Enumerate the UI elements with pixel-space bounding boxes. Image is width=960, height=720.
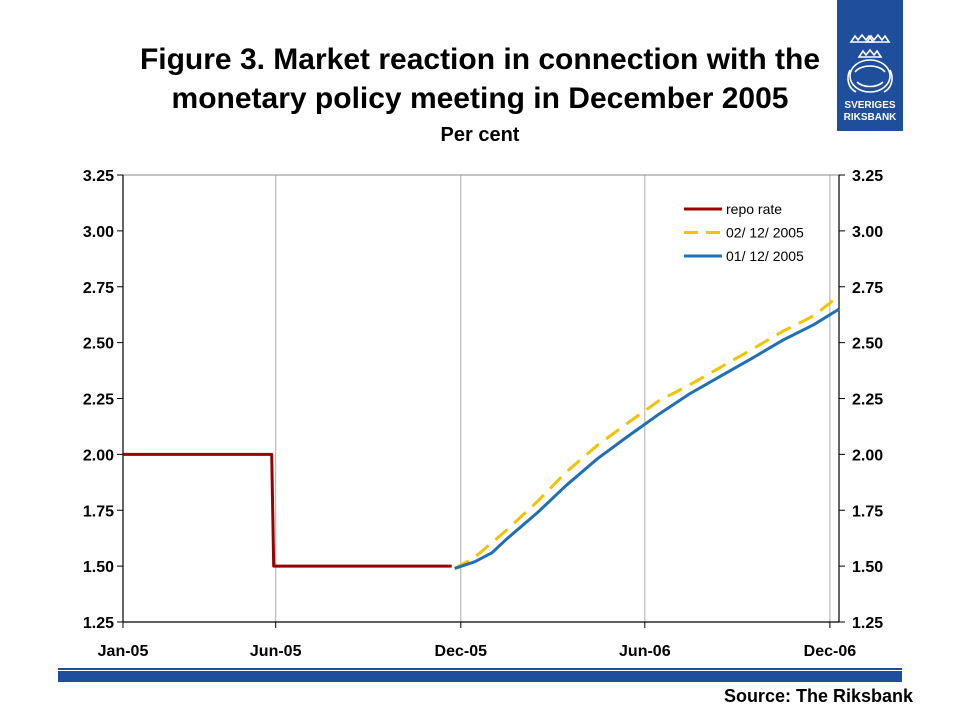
y-tick-label-left: 2.50 xyxy=(83,336,114,353)
y-tick-label-right: 2.75 xyxy=(852,280,883,297)
x-tick-label: Dec-05 xyxy=(435,643,488,660)
y-tick-label-right: 3.25 xyxy=(852,168,883,185)
y-tick-label-left: 2.25 xyxy=(83,392,114,409)
chart-title-line-1: Figure 3. Market reaction in connection … xyxy=(139,43,821,76)
footer-rule xyxy=(58,668,902,670)
legend: repo rate 02/ 12/ 2005 01/ 12/ 2005 xyxy=(684,201,804,264)
x-tick-label: Jun-06 xyxy=(619,643,671,660)
x-tick-label: Jan-05 xyxy=(98,643,149,660)
y-tick-label-right: 2.25 xyxy=(852,392,883,409)
legend-label-2: 02/ 12/ 2005 xyxy=(726,225,804,241)
legend-label-1: repo rate xyxy=(726,201,782,217)
chart-title: Figure 3. Market reaction in connection … xyxy=(40,40,920,118)
y-tick-label-right: 2.50 xyxy=(852,336,883,353)
plot-frame xyxy=(122,174,840,623)
logo-text-line-2: RIKSBANK xyxy=(844,112,898,123)
chart-title-line-2: monetary policy meeting in December 2005 xyxy=(171,82,789,115)
x-tick-label: Jun-05 xyxy=(250,643,302,660)
chart-subtitle: Per cent xyxy=(440,124,520,146)
y-tick-label-right: 3.00 xyxy=(852,224,883,241)
series-line-2 xyxy=(453,294,840,570)
x-tick-label: Dec-06 xyxy=(804,643,857,660)
line-chart: Jan-05 Jun-05 Dec-05 Jun-06 Dec-06 1.25 1.25 1.… xyxy=(83,168,883,660)
source-note: Source: The Riksbank xyxy=(723,686,913,706)
logo-text-line-1: SVERIGES xyxy=(844,100,895,111)
y-tick-label-right: 1.50 xyxy=(852,559,883,576)
y-tick-label-left: 2.75 xyxy=(83,280,114,297)
y-tick-label-left: 2.00 xyxy=(83,447,114,464)
y-tick-label-left: 1.50 xyxy=(83,559,114,576)
y-tick-label-right: 1.75 xyxy=(852,503,883,520)
y-tick-label-right: 2.00 xyxy=(852,447,883,464)
footer-bar xyxy=(58,671,902,682)
series-line-3 xyxy=(454,307,840,570)
y-tick-label-left: 1.75 xyxy=(83,503,114,520)
series-lines xyxy=(123,294,840,570)
y-tick-label-left: 1.25 xyxy=(83,615,114,632)
axes: Jan-05 Jun-05 Dec-05 Jun-06 Dec-06 1.25 1.25 1.… xyxy=(83,168,883,660)
riksbank-logo: SVERIGES RIKSBANK xyxy=(837,0,903,131)
y-tick-label-left: 3.25 xyxy=(83,168,114,185)
legend-label-3: 01/ 12/ 2005 xyxy=(726,248,804,264)
y-tick-label-right: 1.25 xyxy=(852,615,883,632)
y-tick-label-left: 3.00 xyxy=(83,224,114,241)
series-line-1 xyxy=(123,452,452,568)
